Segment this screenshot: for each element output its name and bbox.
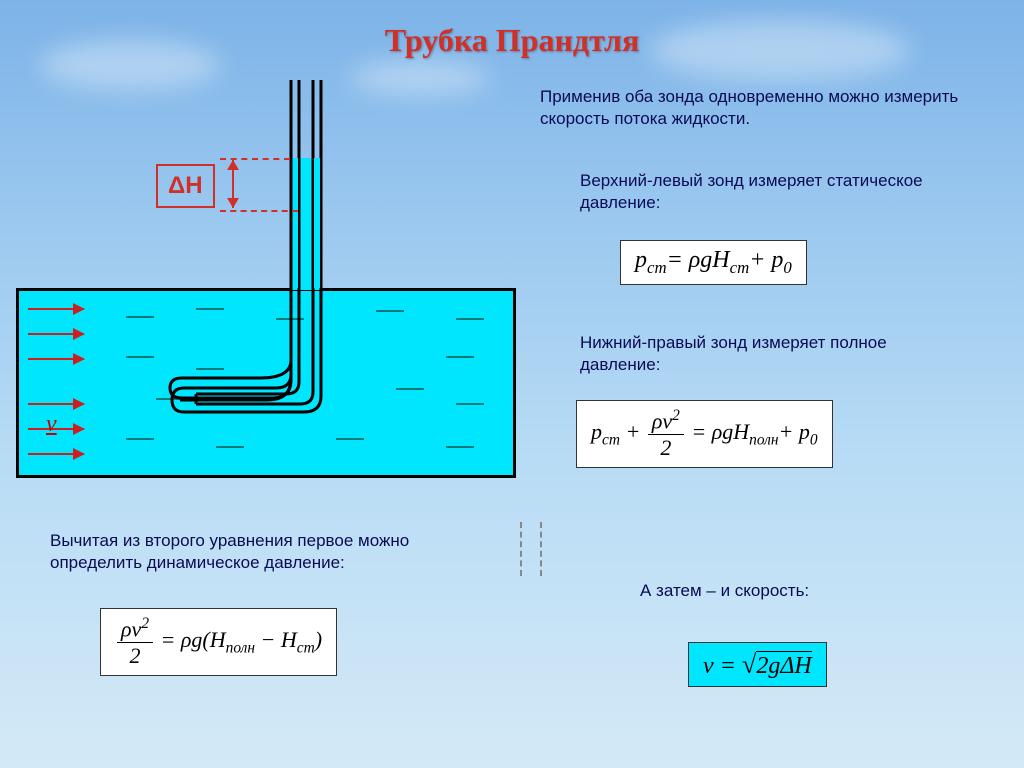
velocity-label: v: [46, 411, 57, 438]
deltah-label: ΔH: [156, 164, 215, 208]
water-dash: [336, 438, 364, 440]
subtract-text: Вычитая из второго уравнения первое можн…: [50, 530, 500, 574]
separator-dash: [540, 522, 542, 576]
formula-static-content: pст= ρgHст+ p0: [635, 247, 792, 278]
water-tank: [16, 288, 516, 478]
formula-full: pст + ρv22 = ρgHполн+ p0: [576, 400, 833, 468]
water-dash: [456, 318, 484, 320]
left-probe-text: Верхний-левый зонд измеряет статическое …: [580, 170, 960, 214]
water-dash: [376, 310, 404, 312]
cloud: [650, 20, 910, 80]
formula-dynamic-content: ρv22 = ρg(Hполн − Hст): [115, 615, 322, 669]
water-dash: [196, 368, 224, 370]
water-dash: [456, 403, 484, 405]
flow-arrow: [28, 403, 84, 405]
diagram: v: [16, 288, 516, 478]
water-dash: [446, 356, 474, 358]
water-dash: [126, 316, 154, 318]
formula-speed: v = √2gΔH: [688, 642, 827, 687]
flow-arrow: [28, 453, 84, 455]
formula-speed-content: v = √2gΔH: [703, 649, 812, 680]
water-dash: [446, 446, 474, 448]
water-dash: [216, 446, 244, 448]
water-dash: [276, 318, 304, 320]
flow-arrow: [28, 308, 84, 310]
formula-full-content: pст + ρv22 = ρgHполн+ p0: [591, 407, 818, 461]
deltah-dimension-icon: [232, 160, 234, 208]
speed-text: А затем – и скорость:: [640, 580, 900, 602]
cloud: [40, 40, 220, 90]
separator-dash: [520, 522, 522, 576]
water-dash: [396, 388, 424, 390]
intro-text: Применив оба зонда одновременно можно из…: [540, 86, 970, 130]
page-title: Трубка Прандтля: [385, 22, 640, 59]
formula-static: pст= ρgHст+ p0: [620, 240, 807, 285]
water-dash: [196, 308, 224, 310]
right-probe-text: Нижний-правый зонд измеряет полное давле…: [580, 332, 960, 376]
water-dash: [126, 438, 154, 440]
water-dash: [156, 398, 184, 400]
flow-arrow: [28, 358, 84, 360]
deltah-dash: [220, 210, 298, 212]
cloud: [350, 60, 490, 95]
flow-arrow: [28, 333, 84, 335]
water-dash: [126, 356, 154, 358]
formula-dynamic: ρv22 = ρg(Hполн − Hст): [100, 608, 337, 676]
